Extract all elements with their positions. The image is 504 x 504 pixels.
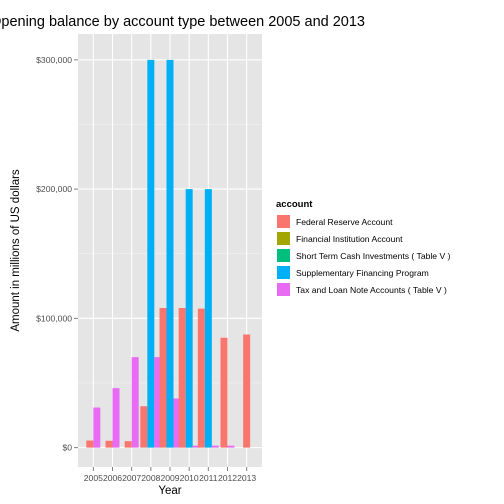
chart-title: Opening balance by account type between …: [0, 14, 365, 30]
legend-label: Federal Reserve Account: [296, 216, 393, 227]
x-tick-label: 2008: [141, 473, 160, 483]
legend-label: Supplementary Financing Program: [296, 267, 429, 278]
bar-federal-reserve-account-2005: [86, 440, 94, 448]
x-tick-label: 2013: [237, 473, 256, 483]
legend-item: Supplementary Financing Program: [276, 264, 450, 281]
bar-tax-and-loan-note-accounts-table-v-2011: [211, 445, 219, 448]
x-tick-label: 2006: [103, 473, 122, 483]
bar-supplementary-financing-program-2009: [166, 59, 174, 448]
x-tick-label: 2009: [160, 473, 179, 483]
y-tick-label: $300,000: [36, 55, 72, 65]
x-tick-label: 2011: [199, 473, 218, 483]
bar-federal-reserve-account-2006: [105, 440, 113, 448]
legend-label: Financial Institution Account: [296, 233, 403, 244]
bar-tax-and-loan-note-accounts-table-v-2007: [131, 357, 139, 448]
legend-swatch: [276, 231, 291, 246]
x-tick-label: 2005: [84, 473, 103, 483]
bar-tax-and-loan-note-accounts-table-v-2009: [173, 398, 181, 448]
legend-swatch: [276, 282, 291, 297]
bar-federal-reserve-account-2009: [159, 308, 167, 448]
bar-supplementary-financing-program-2011: [204, 189, 212, 448]
legend-item: Tax and Loan Note Accounts ( Table V ): [276, 281, 450, 298]
legend: account Federal Reserve Account Financial…: [276, 199, 450, 298]
bar-tax-and-loan-note-accounts-table-v-2008: [154, 357, 162, 448]
x-tick-label: 2007: [122, 473, 141, 483]
bar-federal-reserve-account-2013: [243, 334, 251, 448]
y-tick-label: $100,000: [36, 313, 72, 323]
bar-tax-and-loan-note-accounts-table-v-2005: [93, 407, 101, 448]
legend-label: Tax and Loan Note Accounts ( Table V ): [296, 284, 447, 295]
legend-item: Federal Reserve Account: [276, 213, 450, 230]
legend-item: Short Term Cash Investments ( Table V ): [276, 247, 450, 264]
y-tick-label: $200,000: [36, 184, 72, 194]
legend-swatch: [276, 265, 291, 280]
legend-label: Short Term Cash Investments ( Table V ): [296, 250, 451, 261]
bar-federal-reserve-account-2010: [178, 308, 186, 448]
bar-tax-and-loan-note-accounts-table-v-2006: [112, 388, 120, 448]
legend-swatch: [276, 248, 291, 263]
bar-supplementary-financing-program-2008: [147, 59, 155, 448]
legend-swatch: [276, 214, 291, 229]
y-tick-label: $0: [62, 443, 72, 453]
bar-tax-and-loan-note-accounts-table-v-2012: [227, 445, 235, 448]
x-tick-label: 2010: [180, 473, 199, 483]
legend-title: account: [276, 199, 313, 210]
bar-federal-reserve-account-2007: [124, 441, 132, 448]
y-axis-label: Amount in millions of US dollars: [10, 169, 22, 332]
bar-federal-reserve-account-2008: [140, 406, 148, 448]
bar-federal-reserve-account-2011: [197, 308, 205, 448]
bar-supplementary-financing-program-2010: [185, 189, 193, 448]
bar-tax-and-loan-note-accounts-table-v-2010: [192, 445, 200, 448]
x-tick-label: 2012: [218, 473, 237, 483]
legend-item: Financial Institution Account: [276, 230, 450, 247]
bar-federal-reserve-account-2012: [220, 337, 228, 448]
x-axis-label: Year: [158, 485, 181, 497]
